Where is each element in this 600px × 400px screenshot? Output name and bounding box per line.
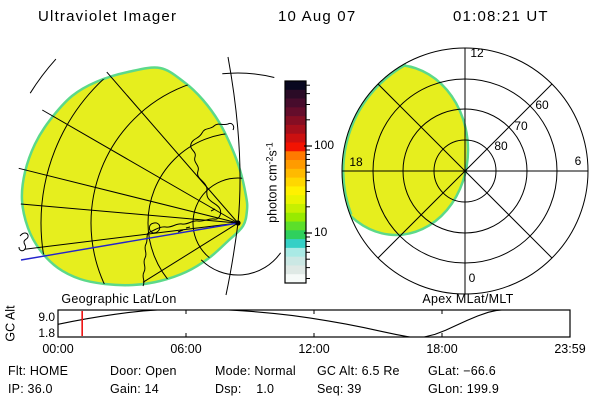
orbit-track-line — [20, 222, 239, 261]
strip-y-axis-label: GC Alt — [3, 305, 18, 342]
polar-panel — [341, 47, 589, 295]
status-glat: GLat: −66.6 — [428, 364, 496, 378]
polar-label-mlt-18: 18 — [349, 155, 363, 169]
status-gain: Gain: 14 — [110, 382, 159, 396]
strip-ytick-9.0: 9.0 — [38, 310, 55, 324]
polar-label-mlt-6: 6 — [574, 154, 582, 168]
globe-panel — [18, 56, 282, 296]
pole-point-dot — [235, 220, 241, 226]
page-title: Ultraviolet Imager — [38, 8, 178, 25]
polar-caption: Apex MLat/MLT — [422, 292, 514, 306]
title-time: 01:08:21 UT — [453, 8, 549, 25]
strip-xtick-1800: 18:00 — [426, 342, 458, 356]
polar-label-mlat-60: 60 — [535, 98, 549, 112]
polar-label-mlt-0: 0 — [468, 271, 476, 285]
title-date: 10 Aug 07 — [278, 8, 357, 25]
polar-label-mlt-12: 12 — [470, 46, 484, 60]
colorbar-unit-label: photon cm-2s-1 — [264, 142, 280, 223]
status-gcalt: GC Alt: 6.5 Re — [317, 364, 400, 378]
gc-alt-curve — [57, 309, 570, 338]
status-door: Door: Open — [110, 364, 177, 378]
colorbar-tick-label-100: 100 — [314, 138, 335, 152]
status-flt: Flt: HOME — [8, 364, 69, 378]
globe-caption: Geographic Lat/Lon — [61, 292, 177, 306]
status-ip: IP: 36.0 — [8, 382, 53, 396]
polar-label-mlat-80: 80 — [494, 139, 508, 153]
gc-alt-strip-chart — [57, 309, 571, 338]
coastlines — [18, 123, 235, 287]
colorbar-tick-label-10: 10 — [314, 225, 328, 239]
colorbar — [284, 80, 312, 284]
strip-xtick-0000: 00:00 — [42, 342, 74, 356]
status-mode: Mode: Normal — [215, 364, 296, 378]
status-seq: Seq: 39 — [317, 382, 362, 396]
status-glon: GLon: 199.9 — [428, 382, 500, 396]
strip-xtick-0600: 06:00 — [170, 342, 202, 356]
status-dsp: Dsp: 1.0 — [215, 382, 275, 396]
polar-label-mlat-70: 70 — [514, 119, 528, 133]
globe-pole-meridian — [225, 56, 241, 296]
globe-longitude-grid — [18, 71, 238, 283]
strip-xtick-1200: 12:00 — [298, 342, 330, 356]
strip-ytick-1.8: 1.8 — [38, 326, 55, 340]
strip-xtick-2359: 23:59 — [554, 342, 586, 356]
